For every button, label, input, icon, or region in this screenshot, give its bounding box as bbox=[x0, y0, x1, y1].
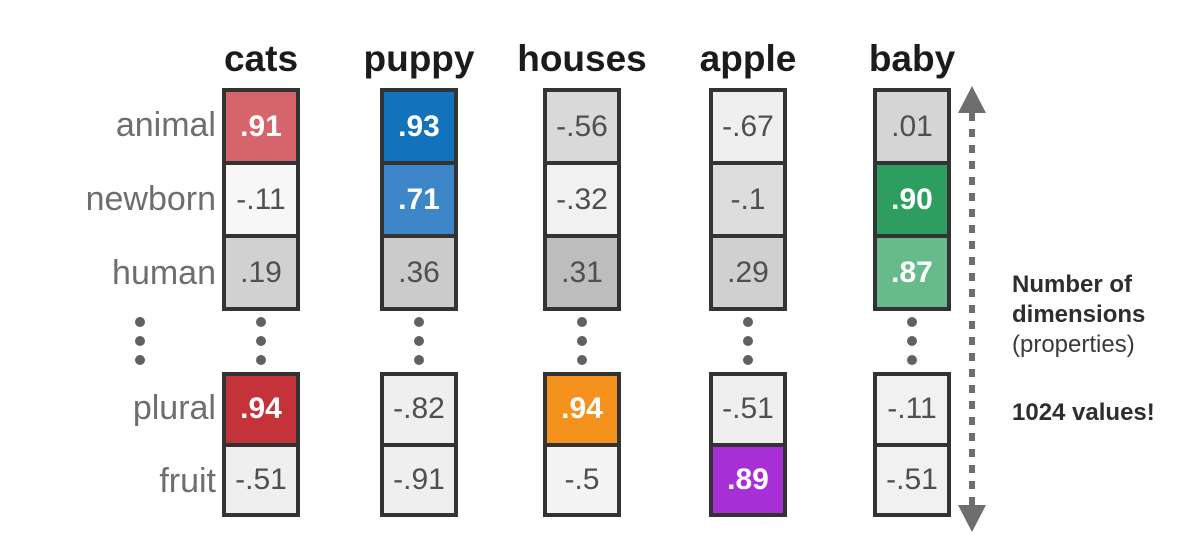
arrow-dashed-shaft bbox=[969, 113, 975, 505]
embedding-cell: .71 bbox=[384, 161, 454, 234]
annotation-title: Number of dimensions bbox=[1012, 271, 1146, 328]
vertical-ellipsis-icon bbox=[897, 317, 927, 365]
vertical-ellipsis-icon bbox=[404, 317, 434, 365]
embedding-cell: .36 bbox=[384, 234, 454, 307]
column-header-houses: houses bbox=[517, 38, 647, 79]
column-header-cats: cats bbox=[223, 38, 299, 79]
vector-cats-bottom: .94 -.51 bbox=[222, 372, 300, 517]
embedding-cell: -.82 bbox=[384, 376, 454, 443]
arrow-down-head bbox=[958, 505, 986, 532]
vertical-ellipsis-icon bbox=[246, 317, 276, 365]
row-label-fruit: fruit bbox=[159, 462, 216, 500]
embedding-cell: .01 bbox=[877, 92, 947, 161]
vector-puppy-top: .93 .71 .36 bbox=[380, 88, 458, 311]
embedding-cell: -.32 bbox=[547, 161, 617, 234]
embedding-cell: -.51 bbox=[877, 442, 947, 513]
embedding-cell: .31 bbox=[547, 234, 617, 307]
vector-cats-top: .91 -.11 .19 bbox=[222, 88, 300, 311]
vector-houses-bottom: .94 -.5 bbox=[543, 372, 621, 517]
embedding-cell: .90 bbox=[877, 161, 947, 234]
embedding-cell: .94 bbox=[226, 376, 296, 443]
column-header-puppy: puppy bbox=[363, 38, 475, 79]
embedding-cell: .93 bbox=[384, 92, 454, 161]
embedding-cell: .91 bbox=[226, 92, 296, 161]
vector-baby-top: .01 .90 .87 bbox=[873, 88, 951, 311]
embedding-cell: .89 bbox=[713, 442, 783, 513]
row-label-human: human bbox=[112, 254, 216, 292]
embedding-cell: -.11 bbox=[226, 161, 296, 234]
vertical-ellipsis-icon bbox=[733, 317, 763, 365]
embedding-cell: -.51 bbox=[713, 376, 783, 443]
embedding-cell: .19 bbox=[226, 234, 296, 307]
vertical-ellipsis-icon bbox=[125, 317, 155, 365]
embedding-cell: -.91 bbox=[384, 442, 454, 513]
embedding-cell: -.1 bbox=[713, 161, 783, 234]
embedding-cell: -.67 bbox=[713, 92, 783, 161]
vector-baby-bottom: -.11 -.51 bbox=[873, 372, 951, 517]
column-header-baby: baby bbox=[868, 38, 956, 79]
vector-houses-top: -.56 -.32 .31 bbox=[543, 88, 621, 311]
embedding-cell: -.5 bbox=[547, 442, 617, 513]
vector-apple-top: -.67 -.1 .29 bbox=[709, 88, 787, 311]
embedding-cell: -.56 bbox=[547, 92, 617, 161]
vector-puppy-bottom: -.82 -.91 bbox=[380, 372, 458, 517]
embedding-cell: .94 bbox=[547, 376, 617, 443]
embedding-cell: .87 bbox=[877, 234, 947, 307]
vertical-ellipsis-icon bbox=[567, 317, 597, 365]
row-label-animal: animal bbox=[115, 106, 216, 144]
dimension-span-arrow-icon bbox=[958, 86, 986, 532]
embedding-cell: .29 bbox=[713, 234, 783, 307]
embedding-cell: -.11 bbox=[877, 376, 947, 443]
row-label-plural: plural bbox=[132, 389, 216, 427]
dimensions-annotation: Number of dimensions (properties) 1024 v… bbox=[1012, 270, 1200, 428]
arrow-up-head bbox=[958, 86, 986, 113]
annotation-values-count: 1024 values! bbox=[1012, 399, 1155, 426]
embedding-cell: -.51 bbox=[226, 442, 296, 513]
row-label-newborn: newborn bbox=[85, 180, 216, 218]
vector-apple-bottom: -.51 .89 bbox=[709, 372, 787, 517]
annotation-subtitle: (properties) bbox=[1012, 331, 1135, 358]
column-header-apple: apple bbox=[699, 38, 797, 79]
